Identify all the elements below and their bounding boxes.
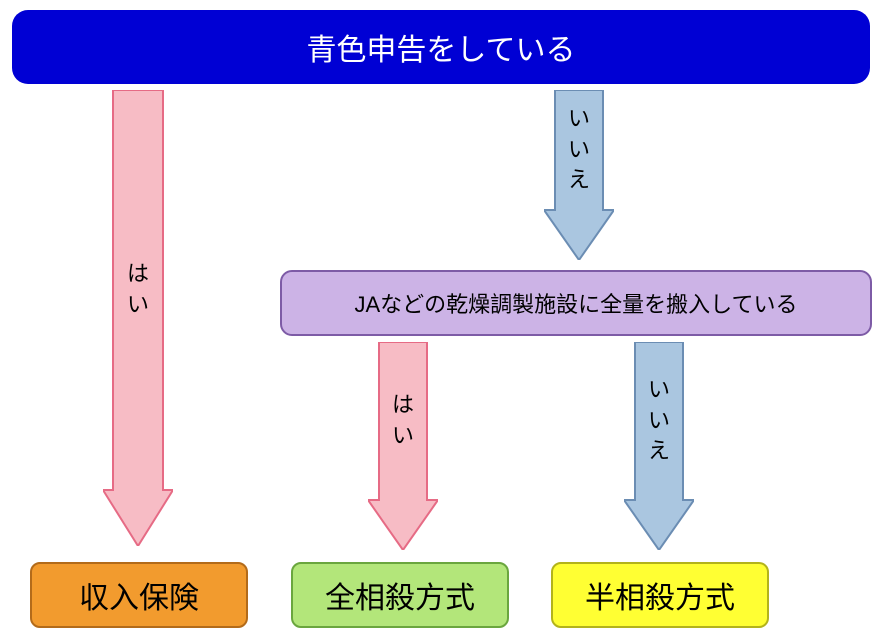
arrow-yes-mid: はい <box>368 342 438 550</box>
arrow-no-top-label: いいえ <box>555 90 603 210</box>
arrow-yes-left-label: はい <box>113 90 163 490</box>
decision-box-top: 青色申告をしている <box>12 10 870 84</box>
arrow-no-mid: いいえ <box>624 342 694 550</box>
result-box-3: 半相殺方式 <box>551 562 769 628</box>
arrow-no-mid-label: いいえ <box>635 342 683 500</box>
arrow-no-top: いいえ <box>544 90 614 260</box>
result-box-2-label: 全相殺方式 <box>325 573 475 617</box>
decision-box-mid: JAなどの乾燥調製施設に全量を搬入している <box>280 270 872 336</box>
result-box-3-label: 半相殺方式 <box>585 573 735 617</box>
result-box-1: 収入保険 <box>30 562 248 628</box>
decision-box-top-label: 青色申告をしている <box>306 25 575 69</box>
arrow-yes-left: はい <box>103 90 173 546</box>
result-box-1-label: 収入保険 <box>79 573 199 617</box>
decision-box-mid-label: JAなどの乾燥調製施設に全量を搬入している <box>354 287 797 319</box>
result-box-2: 全相殺方式 <box>291 562 509 628</box>
arrow-yes-mid-label: はい <box>379 342 427 500</box>
